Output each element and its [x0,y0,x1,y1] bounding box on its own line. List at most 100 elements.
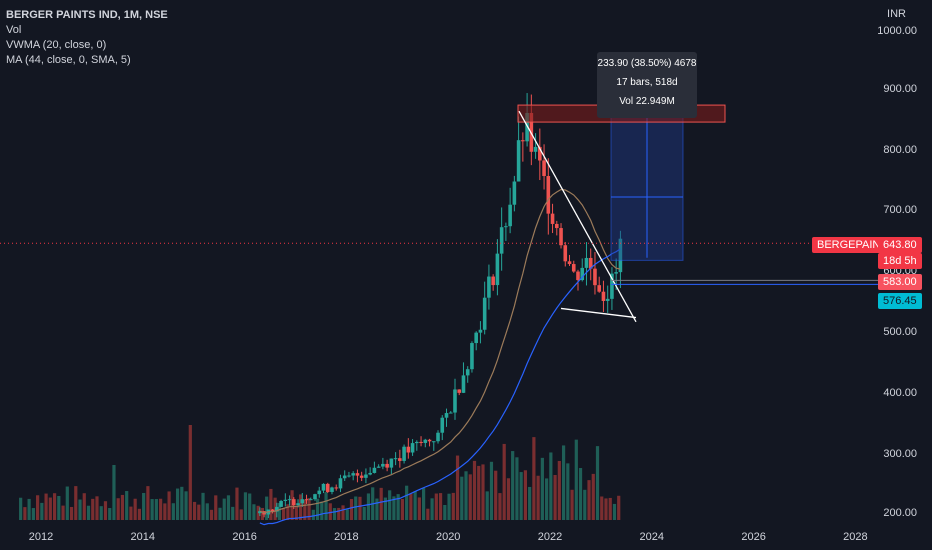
indicator-volume[interactable]: Vol [6,24,22,36]
volume-bar [578,468,583,520]
candle-body [584,257,589,268]
candle-body [313,494,317,500]
candle-body [457,389,462,393]
volume-bar [61,505,65,520]
volume-bar [197,504,201,520]
volume-bar [214,495,218,520]
y-tick-label: 400.00 [883,387,917,399]
volume-bar [349,499,354,520]
volume-bar [515,457,519,520]
candle-body [580,267,585,281]
volume-bar [574,439,578,520]
candle-body [389,458,394,468]
candle-body [427,439,432,442]
indicator-vwma[interactable]: VWMA (20, close, 0) [6,39,107,51]
candle-body [474,332,478,344]
volume-bar [553,474,557,520]
volume-bar [498,493,502,520]
candle-body [296,503,300,506]
volume-bar [303,499,307,520]
candle-body [406,446,411,453]
volume-bar [82,493,86,520]
volume-bar [294,505,298,520]
volume-bar [438,493,443,520]
candle-body [563,245,568,262]
volume-bar [150,499,154,520]
y-tick-label: 700.00 [883,204,917,216]
volume-bar [248,493,252,520]
volume-bar [252,504,256,520]
candle-body [521,140,525,142]
volume-bar [180,486,184,520]
candle-body [550,213,555,224]
volume-bar [455,455,460,520]
volume-bar [171,503,175,520]
volume-bar [137,508,142,520]
volume-bar [468,474,472,520]
candle-body [325,483,330,492]
volume-bar [311,509,315,520]
volume-bar [489,461,494,520]
symbol-price-tag: BERGEPAINT [812,237,893,253]
volume-bar [192,501,197,520]
y-tick-label: 1000.00 [877,25,917,37]
volume-bar [103,501,108,520]
candle-body [317,490,322,495]
chart-legend: BERGER PAINTS IND, 1M, NSE Vol VWMA (20,… [6,8,168,68]
volume-bar [125,491,129,520]
candle-body [597,285,602,292]
volume-bar [226,495,231,520]
volume-bar [600,496,604,520]
volume-bar [142,492,146,520]
candle-body [381,463,385,467]
symbol-title[interactable]: BERGER PAINTS IND, 1M, NSE [6,9,168,21]
volume-bar [604,498,608,520]
candle-body [605,298,610,301]
candle-body [334,487,339,489]
candle-body [618,238,623,273]
candle-body [465,369,470,376]
candle-body [478,329,483,333]
candle-body [538,146,542,161]
candle-body [571,264,576,272]
volume-bar [95,496,99,520]
volume-bar [27,498,31,520]
y-tick-label: 500.00 [883,326,917,338]
candle-body [258,511,262,514]
candle-body [593,268,597,286]
candle-body [347,475,351,477]
candle-body [453,389,457,413]
volume-bar [265,496,269,520]
volume-bar [430,498,434,520]
x-tick-label: 2028 [843,531,867,543]
volume-bar [188,425,192,520]
volume-bar [48,497,52,520]
volume-bar [120,494,125,520]
measure-tooltip: 233.90 (38.50%) 4678 17 bars, 518d Vol 2… [597,52,697,118]
candle-body [554,223,559,229]
indicator-ma[interactable]: MA (44, close, 0, SMA, 5) [6,54,131,66]
candle-body [419,441,423,443]
candle-body [448,412,453,414]
volume-bar [366,493,371,520]
volume-bar [269,488,273,520]
candle-body [487,276,491,298]
volume-bar [286,504,290,520]
volume-bar [472,460,477,520]
volume-bar [612,503,617,520]
candle-body [512,181,517,205]
volume-bar [231,506,235,520]
volume-bar [354,496,358,520]
candle-body [546,176,551,214]
volume-bar [417,497,421,520]
last-price-tag: 643.80 [878,237,922,253]
volume-bar [557,460,561,520]
candle-body [495,253,500,286]
candle-body [610,273,614,299]
volume-bar [464,471,468,520]
volume-bar [307,498,311,520]
candle-body [499,227,504,254]
candle-body [601,291,606,301]
candle-body [359,475,364,478]
